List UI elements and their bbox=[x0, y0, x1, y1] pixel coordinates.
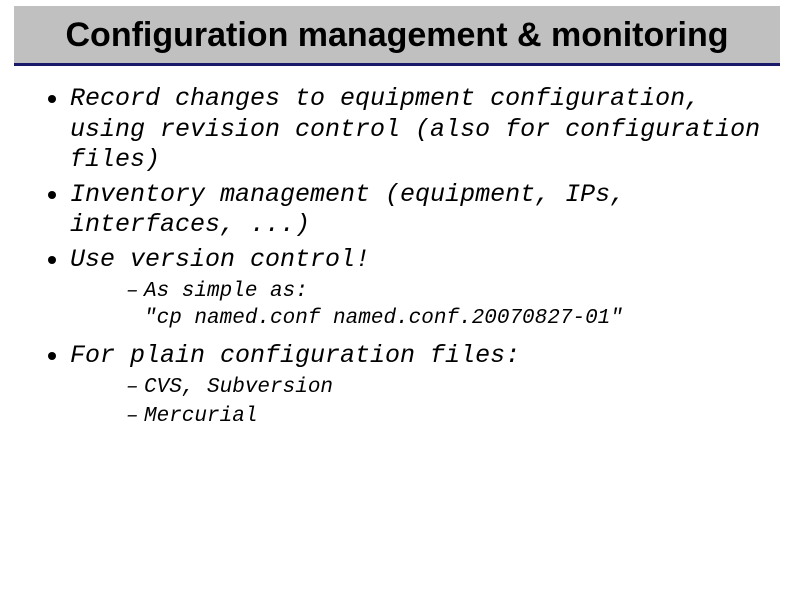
list-item: Record changes to equipment configuratio… bbox=[48, 84, 766, 176]
bullet-list: Record changes to equipment configuratio… bbox=[28, 84, 766, 431]
list-item: As simple as:"cp named.conf named.conf.2… bbox=[126, 279, 766, 333]
slide: Configuration management & monitoring Re… bbox=[0, 6, 794, 595]
bullet-text: As simple as:"cp named.conf named.conf.2… bbox=[144, 280, 623, 330]
list-item: Mercurial bbox=[126, 404, 766, 431]
sub-list: As simple as:"cp named.conf named.conf.2… bbox=[70, 279, 766, 333]
bullet-text: Inventory management (equipment, IPs, in… bbox=[70, 180, 625, 240]
bullet-text: Record changes to equipment configuratio… bbox=[70, 84, 760, 174]
list-item: For plain configuration files: CVS, Subv… bbox=[48, 341, 766, 431]
bullet-text: For plain configuration files: bbox=[70, 341, 520, 370]
bullet-text: Mercurial bbox=[144, 405, 257, 428]
bullet-text: Use version control! bbox=[70, 245, 370, 274]
title-band: Configuration management & monitoring bbox=[14, 6, 780, 66]
bullet-text: CVS, Subversion bbox=[144, 376, 333, 399]
list-item: CVS, Subversion bbox=[126, 375, 766, 402]
list-item: Inventory management (equipment, IPs, in… bbox=[48, 180, 766, 241]
sub-list: CVS, Subversion Mercurial bbox=[70, 375, 766, 431]
list-item: Use version control! As simple as:"cp na… bbox=[48, 245, 766, 333]
slide-body: Record changes to equipment configuratio… bbox=[0, 66, 794, 449]
slide-title: Configuration management & monitoring bbox=[22, 16, 772, 55]
